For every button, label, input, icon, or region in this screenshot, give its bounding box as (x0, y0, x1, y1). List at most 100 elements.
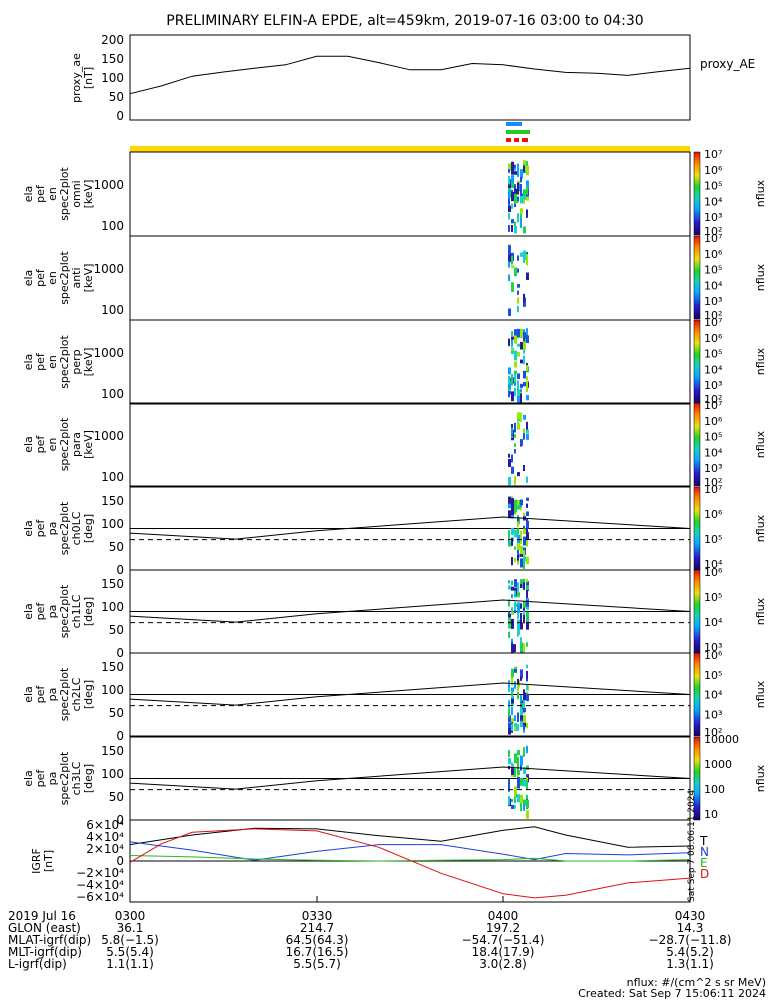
burst-indicator (130, 122, 690, 152)
colorbar-tick: 10⁴ (704, 616, 723, 629)
pa-spectro-pixel (526, 585, 529, 590)
energy-spectro-pixel (511, 454, 513, 463)
pa-panel-0-ylabel-3: spec2plot (58, 501, 71, 555)
colorbar-label: nflux (754, 680, 767, 708)
pa-spectro-pixel (526, 497, 529, 501)
burst-bar-red-2 (514, 138, 519, 142)
energy-spectro-pixel (514, 171, 517, 175)
energy-spectro-pixel (508, 165, 511, 172)
energy-spectro-pixel (511, 225, 513, 233)
pa-spectro-pixel (511, 698, 514, 704)
colorbar-tick: 10⁷ (704, 399, 722, 412)
pa-spectro-pixel (508, 796, 510, 806)
pa-spectro-pixel (523, 582, 525, 590)
pa-spectro-pixel (517, 712, 519, 721)
pa-spectro-pixel (514, 795, 516, 804)
pa-spectro-pixel (520, 794, 523, 804)
ephem-row-mlt-v1: 16.7(16.5) (286, 945, 349, 959)
pa-spectro-pixel (517, 543, 520, 550)
energy-panel-3: 1000 100 ela pef en spec2plot para [keV] (22, 402, 691, 487)
pa-spectro-pixel (526, 503, 528, 508)
energy-panel-1-ylabel-3: spec2plot (58, 251, 71, 305)
pa-spectro-pixel (508, 779, 510, 787)
energy-spectro-pixel (511, 219, 514, 224)
pa-spectro-pixel (508, 538, 510, 543)
pa-spectro-pixel (523, 556, 526, 562)
energy-spectro-pixel (514, 422, 516, 433)
pa-spectro-pixel (526, 526, 528, 536)
pa-spectro-pixel (514, 590, 516, 595)
ephem-time-0400: 0400 (488, 909, 519, 923)
energy-spectro-pixel (520, 252, 523, 257)
energy-spectro-pixel (508, 245, 511, 253)
energy-spectro-pixel (526, 161, 528, 170)
pa-spectro-pixel (517, 724, 519, 731)
loss-cone-line (129, 599, 691, 623)
pa-spectro-pixel (508, 757, 511, 764)
pa-spectro-pixel (517, 630, 519, 637)
colorbar-tick: 10³ (704, 462, 722, 475)
igrf-panel: 6×10⁴ 4×10⁴ 2×10⁴ 0 −2×10⁴ −4×10⁴ −6×10⁴… (30, 790, 709, 904)
igrf-tick-m4e4: −4×10⁴ (76, 878, 124, 892)
pa-panel-1: 150 100 50 0 ela pef pa spec2plot ch1LC [deg] (22, 569, 691, 660)
energy-spectro-pixel (511, 347, 514, 355)
energy-panel-0-ylabel-2: en (46, 187, 59, 201)
energy-spectro-pixel (508, 338, 510, 347)
pa-spectro-pixel (517, 604, 520, 613)
pa-spectro-pixel (517, 610, 519, 619)
energy-spectro-pixel (523, 414, 526, 420)
pa-panel-1-ylabel-3: spec2plot (58, 584, 71, 638)
pa-spectro-pixel (526, 532, 529, 540)
pa-spectro-pixel (523, 536, 526, 545)
energy-spectro-pixel (526, 180, 529, 189)
pa-spectro-pixel (526, 604, 529, 610)
energy-panel-3-ylabel-0: ela (22, 436, 35, 453)
energy-spectro-pixel (517, 423, 520, 430)
energy-spectro-pixel (523, 370, 526, 379)
pa-spectro-pixel (511, 538, 513, 546)
colorbar-label: nflux (754, 764, 767, 792)
pa-spectro-pixel (526, 540, 528, 547)
pa-panel-2-ylabel-0: ela (22, 686, 35, 703)
energy-panel-0: 1000 100 ela pef en spec2plot omni [keV] (22, 151, 691, 237)
pa-spectro-pixel (520, 669, 523, 679)
pa-panel-0-ylabel-1: pef (34, 519, 47, 538)
ephem-row-glon-v0: 36.1 (117, 921, 144, 935)
pa-spectro-pixel (514, 507, 516, 514)
colorbar-gradient (693, 151, 701, 236)
energy-spectro-pixel (523, 355, 525, 365)
pa-spectro-pixel (523, 803, 525, 811)
energy-spectro-pixel (508, 183, 511, 189)
energy-spectro-pixel (526, 421, 528, 432)
pa-spectro-pixel (523, 799, 526, 804)
proxy-ae-panel: 200 150 100 50 0 proxy_ae [nT] proxy_AE (70, 33, 755, 123)
pa-spectro-pixel (511, 768, 514, 775)
energy-spectro-pixel (520, 169, 523, 178)
colorbar-label: nflux (754, 347, 767, 375)
energy-spectro-pixel (508, 261, 510, 268)
pa-tick-50: 50 (109, 790, 124, 804)
pa-panel-3-ylabel-2: pa (46, 772, 59, 786)
pa-panel-2-ylabel-2: pa (46, 688, 59, 702)
energy-panel-frame (129, 151, 691, 237)
colorbar-tick: 10² (704, 309, 722, 322)
energy-spectro-pixel (526, 335, 529, 344)
pa-panel-2: 150 100 50 0 ela pef pa spec2plot ch2LC [deg] (22, 652, 691, 743)
ephem-row-mlt-v2: 18.4(17.9) (472, 945, 535, 959)
pa-panel-1-ylabel-1: pef (34, 602, 47, 621)
pa-spectro-pixel (523, 540, 526, 546)
colorbar-tick: 10⁵ (704, 264, 722, 277)
energy-spectro-pixel (511, 174, 514, 183)
pa-panel-1-ylabel-0: ela (22, 603, 35, 620)
pa-spectro-pixel (523, 550, 525, 557)
energy-spectro-pixel (508, 163, 511, 168)
proxy-ae-tick-200: 200 (101, 33, 124, 47)
pa-spectro-pixel (526, 723, 528, 729)
energy-spectro-pixel (526, 429, 529, 434)
pa-spectro-pixel (520, 706, 522, 716)
colorbar-tick: 10⁴ (704, 689, 723, 702)
pa-spectro-pixel (523, 700, 525, 710)
energy-spectro-pixel (520, 383, 523, 388)
igrf-tick-4e4: 4×10⁴ (86, 830, 124, 844)
